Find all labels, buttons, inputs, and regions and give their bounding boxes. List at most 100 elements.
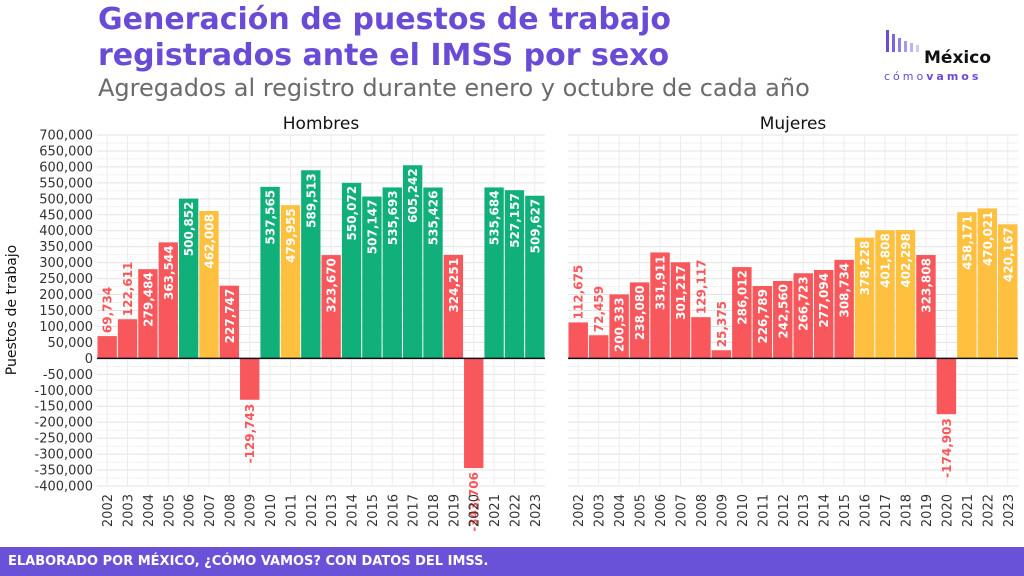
y-tick-label: 150,000 bbox=[39, 304, 93, 319]
data-label: 200,333 bbox=[613, 297, 627, 352]
data-label: 550,072 bbox=[345, 186, 359, 241]
bar bbox=[219, 285, 240, 359]
bar bbox=[382, 187, 402, 359]
x-tick-label: 2008 bbox=[223, 494, 238, 527]
x-tick-label: 2012 bbox=[305, 494, 320, 527]
bar bbox=[158, 242, 178, 359]
x-tick-label: 2006 bbox=[183, 494, 198, 527]
bar bbox=[650, 252, 670, 359]
x-tick-label: 2007 bbox=[203, 494, 218, 527]
bar bbox=[936, 358, 957, 415]
data-label: 324,251 bbox=[447, 258, 461, 313]
footer-credit: ELABORADO POR MÉXICO, ¿CÓMO VAMOS? CON D… bbox=[0, 547, 1024, 576]
data-label: 242,560 bbox=[776, 284, 790, 339]
x-tick-label: 2009 bbox=[715, 494, 730, 527]
bar bbox=[240, 358, 260, 400]
x-tick-label: 2007 bbox=[675, 494, 690, 527]
data-label: 507,147 bbox=[365, 200, 379, 255]
data-label: 535,426 bbox=[427, 191, 441, 246]
bar bbox=[321, 255, 341, 359]
bar bbox=[854, 237, 875, 359]
x-tick-label: 2019 bbox=[920, 494, 935, 527]
data-label: 363,544 bbox=[162, 245, 176, 300]
bar bbox=[670, 262, 691, 359]
bar bbox=[813, 269, 834, 359]
data-label: 458,171 bbox=[960, 215, 974, 270]
data-label: 279,484 bbox=[141, 272, 155, 327]
bar bbox=[834, 259, 854, 359]
data-label: 331,911 bbox=[654, 255, 668, 310]
x-tick-label: 2023 bbox=[1002, 494, 1017, 527]
data-label: 69,734 bbox=[101, 287, 115, 333]
y-tick-label: -150,000 bbox=[35, 400, 93, 415]
x-tick-label: 2020 bbox=[468, 494, 483, 527]
data-label: 112,675 bbox=[572, 265, 586, 320]
bar bbox=[977, 208, 998, 359]
data-label: 226,789 bbox=[756, 289, 770, 344]
data-label: 462,008 bbox=[203, 214, 217, 269]
bar bbox=[691, 317, 711, 359]
bar bbox=[504, 190, 525, 359]
panel-title: Hombres bbox=[283, 114, 360, 134]
data-label: -343,706 bbox=[467, 472, 481, 532]
y-tick-label: 100,000 bbox=[39, 320, 93, 335]
y-tick-label: 300,000 bbox=[39, 256, 93, 271]
y-axis-label: Puestos de trabajo bbox=[4, 245, 20, 375]
data-label: 509,627 bbox=[528, 199, 542, 254]
x-tick-label: 2019 bbox=[447, 494, 462, 527]
x-tick-label: 2002 bbox=[101, 494, 116, 527]
data-label: 402,298 bbox=[899, 233, 913, 288]
x-tick-label: 2004 bbox=[142, 494, 157, 527]
logo-text-top: México bbox=[924, 48, 991, 68]
x-tick-label: 2016 bbox=[386, 494, 401, 527]
data-label: 323,670 bbox=[325, 258, 339, 313]
data-label: 589,513 bbox=[304, 173, 318, 228]
data-label: 535,684 bbox=[488, 190, 502, 245]
chart-subtitle: Agregados al registro durante enero y oc… bbox=[98, 74, 810, 102]
bar bbox=[875, 230, 895, 359]
data-label: -129,743 bbox=[243, 404, 257, 464]
x-tick-label: 2011 bbox=[756, 494, 771, 527]
x-tick-label: 2021 bbox=[488, 494, 503, 527]
y-tick-label: -200,000 bbox=[35, 416, 93, 431]
y-tick-label: 450,000 bbox=[39, 208, 93, 223]
y-tick-label: 500,000 bbox=[39, 192, 93, 207]
bar bbox=[341, 182, 362, 359]
y-tick-label: 550,000 bbox=[39, 176, 93, 191]
data-label: 72,459 bbox=[592, 286, 606, 332]
y-tick-label: -350,000 bbox=[35, 464, 93, 479]
x-tick-label: 2004 bbox=[613, 494, 628, 527]
data-label: 286,012 bbox=[735, 270, 749, 325]
data-label: 323,808 bbox=[919, 258, 933, 313]
x-tick-label: 2002 bbox=[572, 494, 587, 527]
x-tick-label: 2018 bbox=[900, 494, 915, 527]
x-tick-label: 2013 bbox=[325, 494, 340, 527]
logo-text-bottom: cómovamos bbox=[884, 70, 982, 83]
data-label: 378,228 bbox=[858, 241, 872, 296]
bar bbox=[280, 205, 301, 359]
bar bbox=[711, 350, 732, 359]
bar bbox=[588, 335, 609, 359]
bar bbox=[464, 358, 484, 469]
logo-bars-icon bbox=[886, 30, 919, 52]
bar bbox=[484, 187, 504, 359]
bar bbox=[525, 195, 545, 359]
data-label: 401,808 bbox=[879, 233, 893, 288]
x-tick-label: 2017 bbox=[879, 494, 894, 527]
panel-title: Mujeres bbox=[760, 114, 827, 134]
x-tick-label: 2008 bbox=[695, 494, 710, 527]
data-label: 266,723 bbox=[797, 276, 811, 331]
x-tick-label: 2014 bbox=[346, 494, 361, 527]
y-tick-label: -400,000 bbox=[35, 480, 93, 495]
y-tick-label: 350,000 bbox=[39, 240, 93, 255]
data-label: 25,375 bbox=[715, 301, 729, 347]
x-tick-label: 2018 bbox=[427, 494, 442, 527]
bar-chart: Puestos de trabajo700,000650,000600,0005… bbox=[4, 114, 1018, 532]
data-label: 535,693 bbox=[386, 190, 400, 245]
x-tick-label: 2020 bbox=[940, 494, 955, 527]
bar bbox=[998, 224, 1018, 359]
x-tick-label: 2022 bbox=[981, 494, 996, 527]
bar bbox=[916, 255, 936, 359]
y-tick-label: 400,000 bbox=[39, 224, 93, 239]
x-tick-label: 2021 bbox=[961, 494, 976, 527]
